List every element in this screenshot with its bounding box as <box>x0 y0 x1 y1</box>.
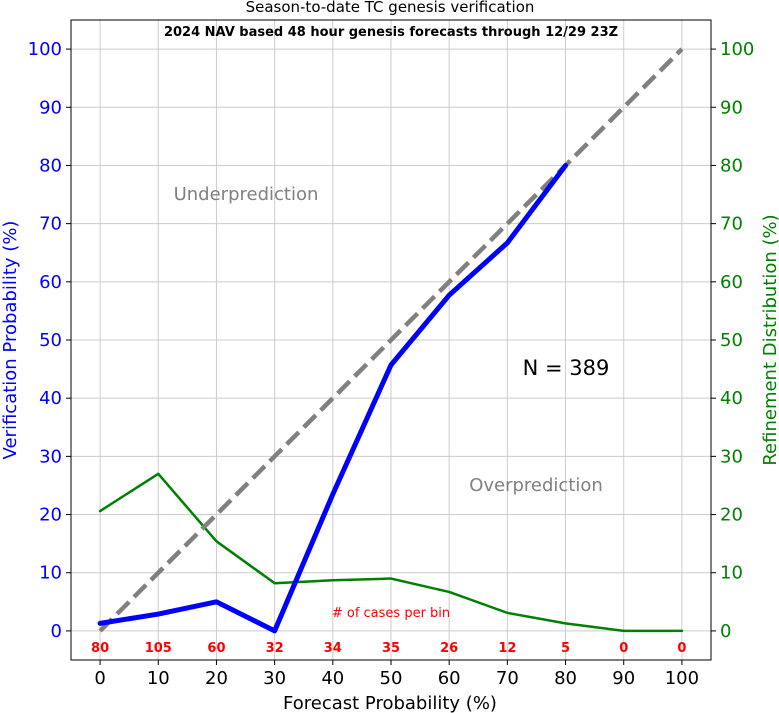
case-count-label: 34 <box>324 641 342 656</box>
case-count-label: 60 <box>207 641 225 656</box>
x-tick-label: 100 <box>665 668 699 689</box>
case-count-label: 32 <box>266 641 284 656</box>
x-tick-label: 90 <box>612 668 635 689</box>
y-axis-label-right: Refinement Distribution (%) <box>760 214 779 465</box>
refinement-line <box>98 472 684 633</box>
grid-lines <box>71 20 711 660</box>
y-tick-label-left: 90 <box>39 97 62 118</box>
case-count-label: 105 <box>145 641 172 656</box>
case-count-label: 5 <box>561 641 570 656</box>
y-tick-label-right: 100 <box>720 39 754 60</box>
y-tick-label-left: 80 <box>39 155 62 176</box>
y-tick-label-right: 0 <box>720 621 731 642</box>
case-count-label: 0 <box>619 641 628 656</box>
case-count-labels: 80 105 60 32 34 35 26 12 5 0 0 <box>91 641 686 656</box>
x-tick-label: 0 <box>94 668 105 689</box>
overprediction-label: Overprediction <box>469 475 603 496</box>
y-tick-label-left: 30 <box>39 446 62 467</box>
y-tick-label-right: 40 <box>720 388 743 409</box>
y-tick-label-right: 70 <box>720 214 743 235</box>
y-tick-label-right: 60 <box>720 272 743 293</box>
x-tick-label: 80 <box>554 668 577 689</box>
y-tick-label-left: 100 <box>28 39 62 60</box>
case-count-label: 80 <box>91 641 109 656</box>
chart-title: Season-to-date TC genesis verification <box>246 0 535 16</box>
sample-size-label: N = 389 <box>523 356 610 380</box>
y-tick-label-right: 80 <box>720 155 743 176</box>
y-tick-label-left: 0 <box>51 621 62 642</box>
x-tick-label: 70 <box>496 668 519 689</box>
case-count-label: 12 <box>498 641 516 656</box>
x-tick-label: 50 <box>380 668 403 689</box>
y-tick-label-left: 50 <box>39 330 62 351</box>
verification-line <box>97 162 569 634</box>
perfect-reliability-line <box>98 47 684 633</box>
chart-subtitle: 2024 NAV based 48 hour genesis forecasts… <box>164 25 618 40</box>
x-tick-label: 20 <box>205 668 228 689</box>
cases-per-bin-label: # of cases per bin <box>332 606 450 621</box>
x-tick-label: 10 <box>147 668 170 689</box>
x-axis-label: Forecast Probability (%) <box>283 693 497 713</box>
case-count-label: 0 <box>677 641 686 656</box>
series-lines <box>97 47 684 634</box>
y-tick-label-left: 40 <box>39 388 62 409</box>
case-count-label: 26 <box>440 641 458 656</box>
case-count-label: 35 <box>382 641 400 656</box>
y-tick-label-right: 20 <box>720 505 743 526</box>
underprediction-label: Underprediction <box>174 184 319 205</box>
y-tick-label-left: 60 <box>39 272 62 293</box>
y-tick-label-left: 20 <box>39 505 62 526</box>
y-tick-label-left: 70 <box>39 214 62 235</box>
y-tick-label-left: 10 <box>39 563 62 584</box>
x-tick-label: 30 <box>263 668 286 689</box>
y-tick-label-right: 90 <box>720 97 743 118</box>
y-tick-label-right: 10 <box>720 563 743 584</box>
x-tick-label: 40 <box>321 668 344 689</box>
x-tick-label: 60 <box>438 668 461 689</box>
y-tick-label-right: 30 <box>720 446 743 467</box>
y-tick-label-right: 50 <box>720 330 743 351</box>
y-axis-label-left: Verification Probability (%) <box>0 221 21 460</box>
